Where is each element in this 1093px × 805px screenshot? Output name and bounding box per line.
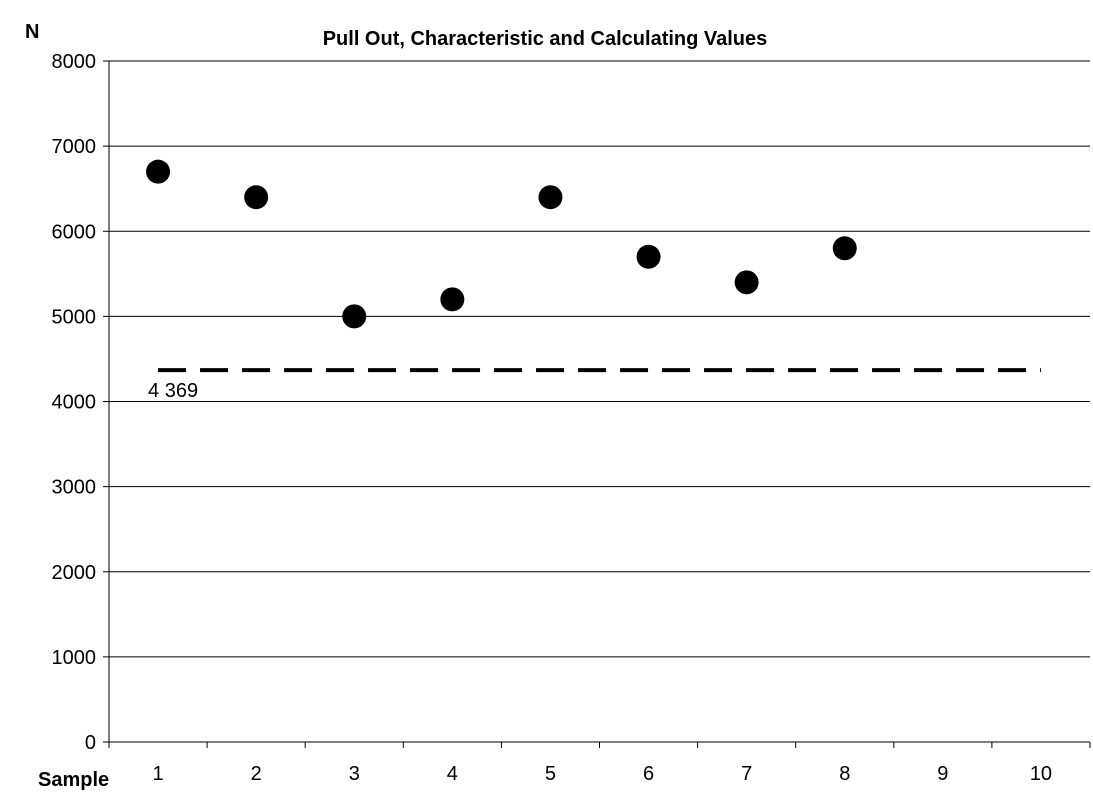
data-point — [146, 159, 171, 184]
x-tick-label: 8 — [839, 763, 850, 785]
y-tick-label: 5000 — [52, 306, 97, 328]
y-tick-label: 0 — [85, 732, 96, 754]
x-tick-label: 7 — [741, 763, 752, 785]
x-tick-label: 2 — [251, 763, 262, 785]
data-point — [538, 185, 563, 210]
y-axis-label: N — [25, 21, 39, 43]
gridlines — [109, 60, 1090, 658]
data-points — [146, 159, 857, 329]
x-tick-label: 3 — [349, 763, 360, 785]
axes: 0 1000 2000 3000 4000 5000 6000 7000 8000 1 2 3 4 5 6 7… — [52, 51, 1091, 785]
x-tick-label: 9 — [937, 763, 948, 785]
data-point — [734, 270, 759, 295]
y-tick-label: 6000 — [52, 221, 97, 243]
y-tick-label: 7000 — [52, 136, 97, 158]
data-point — [244, 185, 269, 210]
reference-lines: 4 369 — [148, 368, 1041, 402]
x-axis-label: Sample — [38, 769, 109, 791]
data-point — [832, 236, 857, 261]
reference-line-label: 4 369 — [148, 380, 198, 402]
x-tick-label: 4 — [447, 763, 458, 785]
x-tick-label: 6 — [643, 763, 654, 785]
y-tick-label: 4000 — [52, 392, 97, 414]
y-tick-label: 3000 — [52, 477, 97, 499]
x-tick-label: 5 — [545, 763, 556, 785]
chart-title: Pull Out, Characteristic and Calculating… — [323, 28, 768, 50]
y-tick-label: 8000 — [52, 51, 97, 73]
data-point — [636, 244, 661, 269]
x-tick-label: 10 — [1030, 763, 1052, 785]
y-tick-label: 1000 — [52, 647, 97, 669]
data-point — [342, 304, 367, 329]
x-tick-label: 1 — [152, 763, 163, 785]
data-point — [440, 287, 465, 312]
y-tick-label: 2000 — [52, 562, 97, 584]
